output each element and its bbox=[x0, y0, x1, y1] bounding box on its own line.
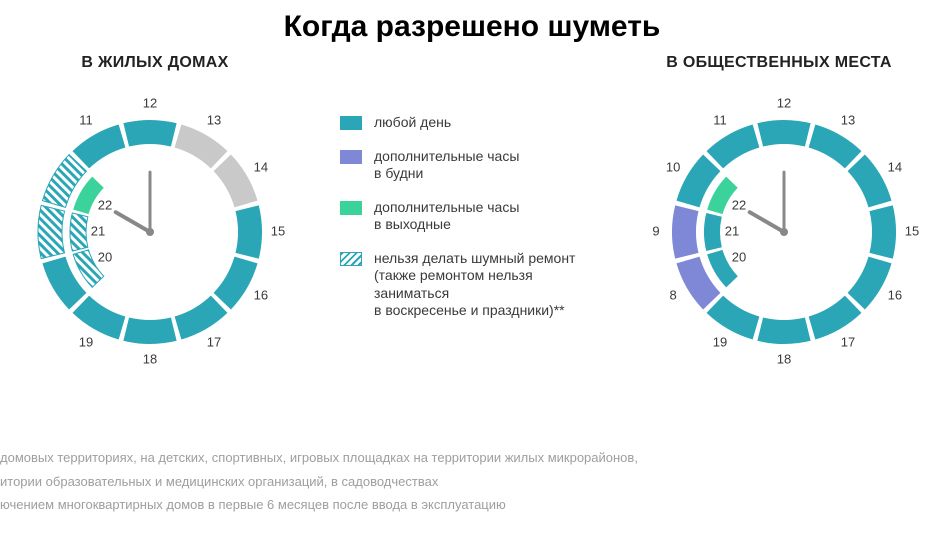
ring-segment bbox=[809, 124, 862, 168]
hour-label: 17 bbox=[207, 334, 221, 349]
hour-label: 8 bbox=[670, 287, 677, 302]
ring-segment bbox=[123, 120, 176, 147]
hour-label: 15 bbox=[905, 223, 919, 238]
legend-swatch bbox=[340, 116, 362, 130]
hour-label: 12 bbox=[777, 95, 791, 110]
ring-segment bbox=[848, 155, 892, 208]
footnote-line: ючением многоквартирных домов в первые 6… bbox=[0, 496, 934, 514]
left-clock-chart: 11 12 13 14 15 16 17 18 19 20 21 22 bbox=[10, 76, 300, 386]
hour-label: 14 bbox=[254, 159, 268, 174]
hour-hand bbox=[750, 212, 784, 232]
right-clock-chart: 8 9 10 11 12 13 14 15 16 17 18 19 20 21 22 bbox=[614, 76, 944, 386]
clock-pin bbox=[780, 228, 788, 236]
legend: любой день дополнительные часыв будни допо… bbox=[310, 54, 614, 336]
hour-label: 19 bbox=[713, 334, 727, 349]
ring-segment bbox=[123, 317, 176, 344]
legend-label: любой день bbox=[374, 114, 451, 132]
legend-swatch bbox=[340, 252, 362, 266]
ring-segment bbox=[757, 317, 810, 344]
clock-pin bbox=[146, 228, 154, 236]
legend-item: любой день bbox=[340, 114, 604, 132]
ring-segment bbox=[38, 205, 65, 258]
hour-label: 13 bbox=[841, 113, 855, 128]
hour-label: 11 bbox=[713, 113, 727, 128]
ring-segment bbox=[707, 296, 760, 340]
hour-label: 18 bbox=[777, 351, 791, 366]
ring-segment bbox=[175, 124, 228, 168]
footnote-line: домовых территориях, на детских, спортив… bbox=[0, 449, 934, 467]
hour-label: 17 bbox=[841, 334, 855, 349]
ring-segment bbox=[214, 257, 258, 310]
hour-label: 20 bbox=[732, 249, 746, 264]
right-chart-title: В ОБЩЕСТВЕННЫХ МЕСТА bbox=[614, 54, 944, 72]
hour-label: 9 bbox=[652, 223, 659, 238]
ring-segment bbox=[73, 124, 126, 168]
ring-segment bbox=[235, 205, 262, 258]
inner-ring-segment bbox=[70, 213, 88, 251]
inner-ring-segment bbox=[704, 213, 722, 251]
charts-row: В ЖИЛЫХ ДОМАХ 11 12 13 14 15 16 17 18 19 20 21 22 л… bbox=[0, 54, 944, 384]
left-chart-title: В ЖИЛЫХ ДОМАХ bbox=[0, 54, 310, 72]
legend-label: дополнительные часыв будни bbox=[374, 148, 519, 183]
left-chart-col: В ЖИЛЫХ ДОМАХ 11 12 13 14 15 16 17 18 19 20 21 22 bbox=[0, 54, 310, 384]
ring-segment bbox=[707, 124, 760, 168]
footnote-line: итории образовательных и медицинских орг… bbox=[0, 473, 934, 491]
ring-segment bbox=[73, 296, 126, 340]
right-chart-col: В ОБЩЕСТВЕННЫХ МЕСТА 8 9 10 11 12 13 14 15 16 17 1… bbox=[614, 54, 944, 384]
hour-label: 11 bbox=[79, 113, 93, 128]
page-title: Когда разрешено шуметь bbox=[0, 10, 944, 44]
legend-swatch bbox=[340, 201, 362, 215]
ring-segment bbox=[869, 205, 896, 258]
legend-label: нельзя делать шумный ремонт(также ремонт… bbox=[374, 250, 604, 320]
hour-label: 13 bbox=[207, 113, 221, 128]
hour-hand bbox=[116, 212, 150, 232]
legend-item: нельзя делать шумный ремонт(также ремонт… bbox=[340, 250, 604, 320]
hour-label: 21 bbox=[91, 223, 105, 238]
hour-label: 16 bbox=[888, 287, 902, 302]
hour-label: 19 bbox=[79, 334, 93, 349]
hour-label: 14 bbox=[888, 159, 902, 174]
hour-label: 10 bbox=[666, 159, 680, 174]
ring-segment bbox=[848, 257, 892, 310]
ring-segment bbox=[809, 296, 862, 340]
footnotes: домовых территориях, на детских, спортив… bbox=[0, 449, 934, 520]
hour-label: 22 bbox=[732, 197, 746, 212]
hour-label: 16 bbox=[254, 287, 268, 302]
hour-label: 12 bbox=[143, 95, 157, 110]
ring-segment bbox=[757, 120, 810, 147]
hour-label: 20 bbox=[98, 249, 112, 264]
hour-label: 18 bbox=[143, 351, 157, 366]
ring-segment bbox=[672, 205, 699, 258]
hour-label: 22 bbox=[98, 197, 112, 212]
legend-item: дополнительные часыв будни bbox=[340, 148, 604, 183]
hour-label: 21 bbox=[725, 223, 739, 238]
legend-item: дополнительные часыв выходные bbox=[340, 199, 604, 234]
ring-segment bbox=[175, 296, 228, 340]
legend-label: дополнительные часыв выходные bbox=[374, 199, 519, 234]
legend-swatch bbox=[340, 150, 362, 164]
hour-label: 15 bbox=[271, 223, 285, 238]
ring-segment bbox=[214, 155, 258, 208]
